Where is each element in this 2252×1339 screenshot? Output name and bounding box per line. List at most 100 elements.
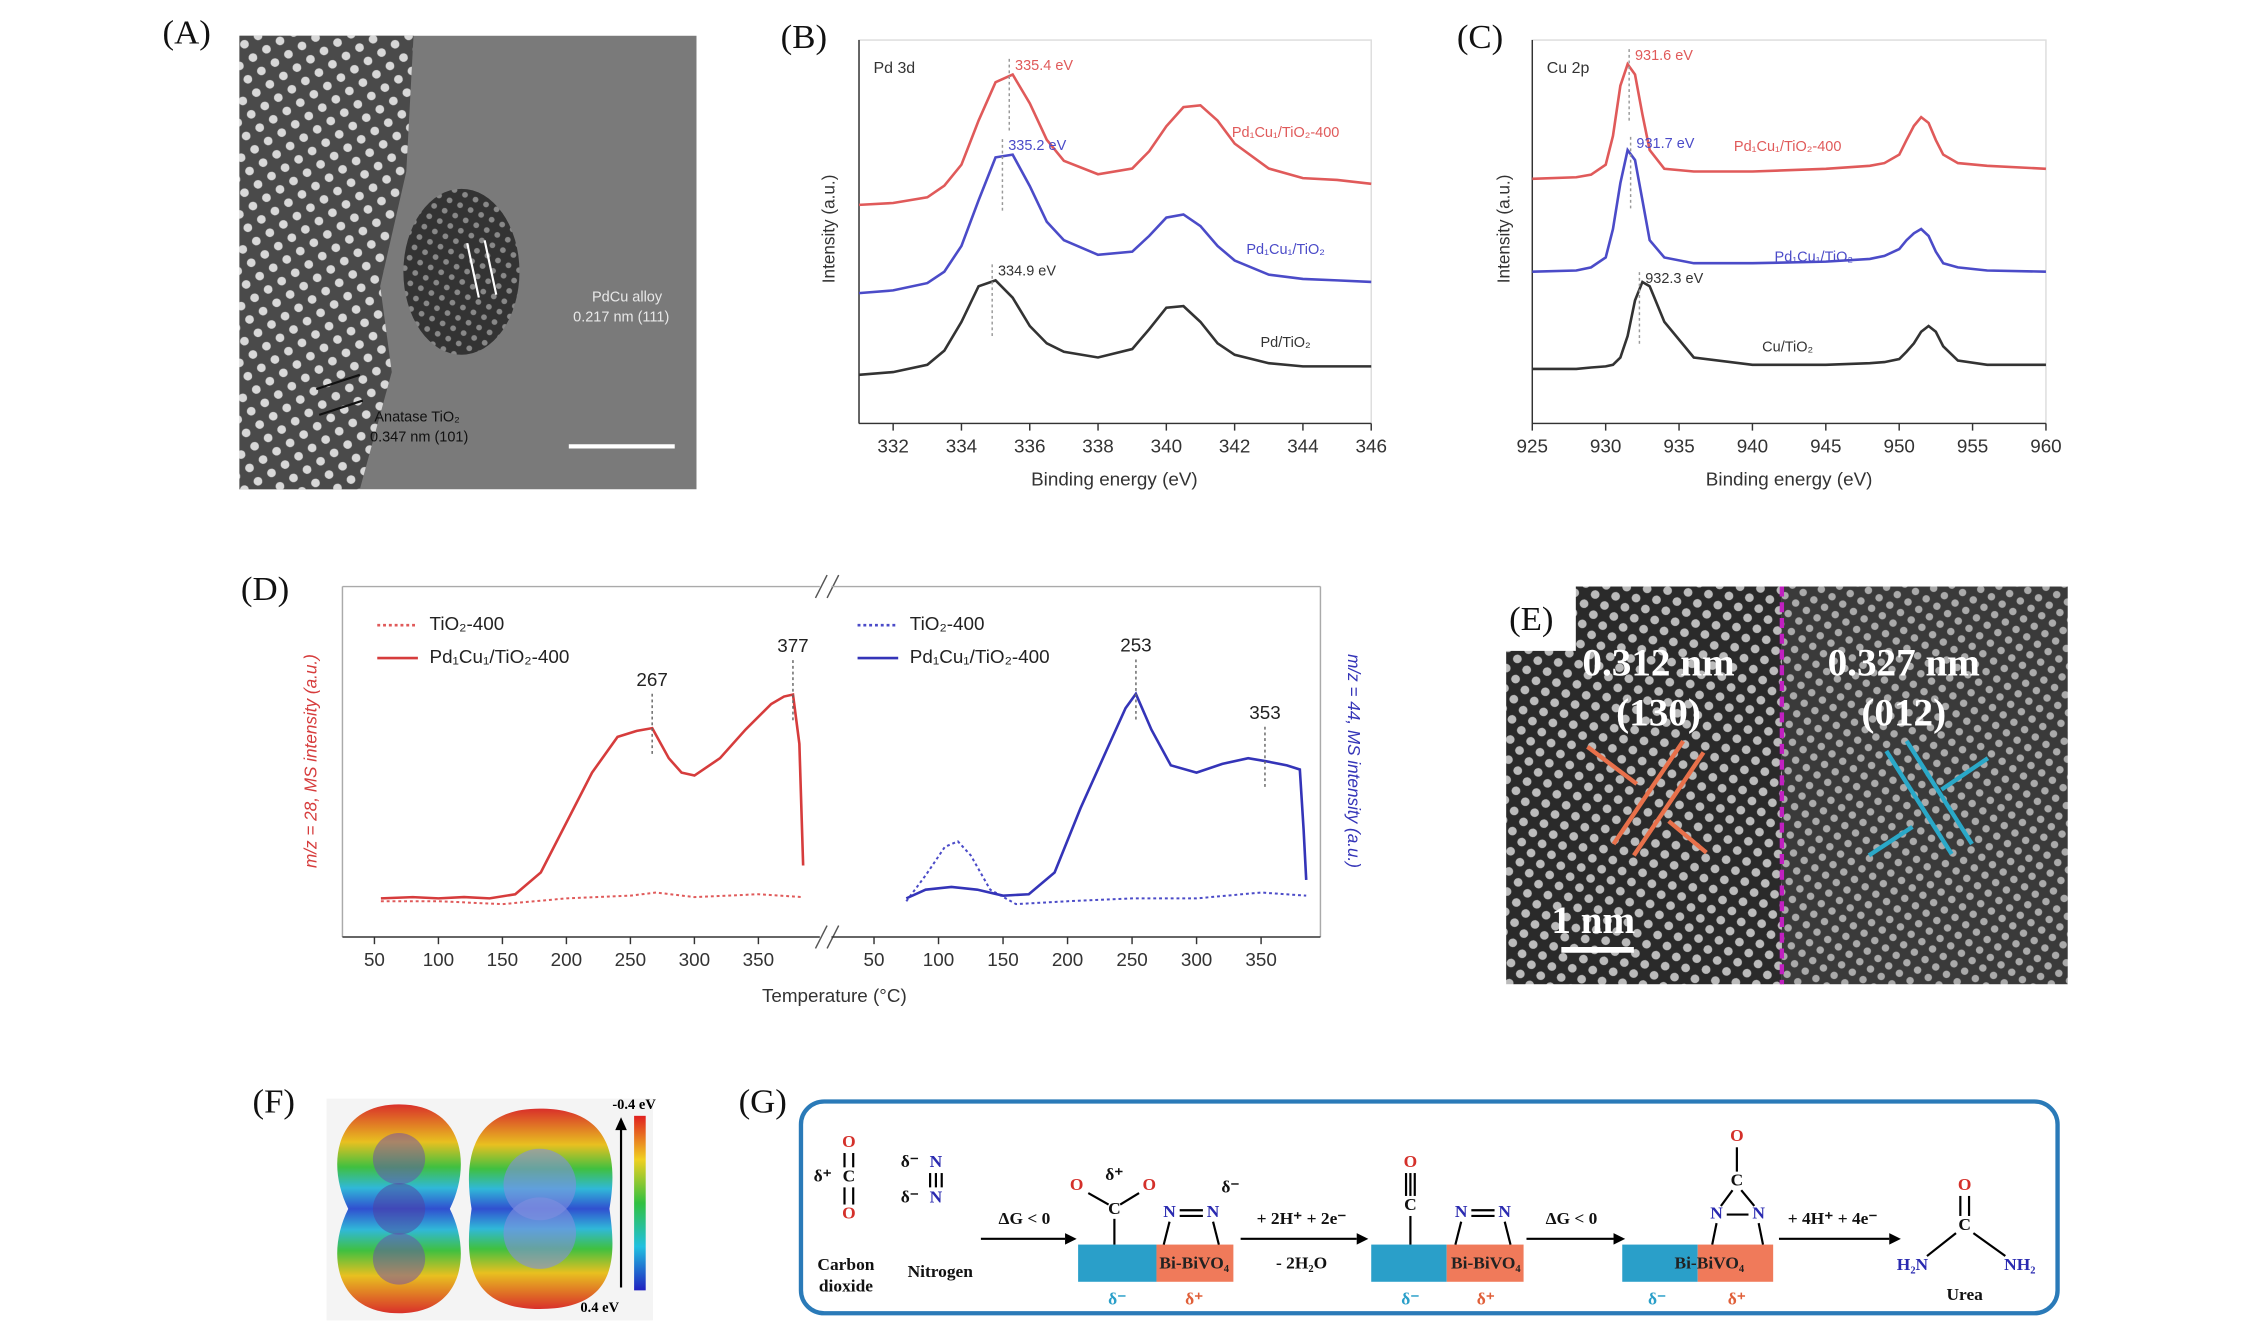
series-label: Pd₁Cu₁/TiO₂	[1246, 242, 1325, 258]
x-tick-label: 50	[364, 949, 385, 970]
scheme-text: δ⁻	[901, 1188, 919, 1207]
scheme-text: dioxide	[819, 1277, 873, 1296]
x-axis-label: Temperature (°C)	[762, 985, 907, 1006]
annotation: 0.347 nm (101)	[370, 430, 468, 446]
annotation: (012)	[1861, 692, 1946, 735]
scheme-g	[798, 1099, 2060, 1316]
annotation: (130)	[1616, 692, 1701, 735]
scheme-text: δ⁻	[1108, 1289, 1126, 1308]
y-axis-label: m/z = 44, MS intensity (a.u.)	[1344, 654, 1364, 868]
scheme-text: C	[1108, 1199, 1121, 1218]
scheme-text: N	[930, 1188, 943, 1207]
peak-label: 334.9 eV	[998, 263, 1056, 279]
scheme-text: O	[842, 1132, 856, 1151]
y-axis-label: Intensity (a.u.)	[1493, 175, 1513, 284]
data-line	[905, 691, 1308, 900]
x-tick-label: 344	[1287, 436, 1318, 457]
peak-label: 931.6 eV	[1635, 48, 1693, 64]
scheme-text: Bi-BiVO₄	[1159, 1254, 1229, 1273]
scheme-text: δ⁺	[1728, 1289, 1746, 1308]
panel-label: (D)	[241, 570, 289, 608]
axis-break	[814, 574, 840, 949]
scheme-text: ΔG < 0	[1546, 1209, 1598, 1228]
scheme-text: Bi-BiVO₄	[1451, 1254, 1521, 1273]
peak-label: 931.7 eV	[1636, 136, 1694, 152]
x-tick-label: 340	[1151, 436, 1182, 457]
x-axis-label: Binding energy (eV)	[1706, 469, 1873, 490]
peak-label: 335.2 eV	[1008, 138, 1066, 154]
x-tick-label: 940	[1737, 436, 1768, 457]
scheme-text: C	[1404, 1195, 1417, 1214]
panel-label: (B)	[781, 18, 827, 56]
scheme-text: O	[842, 1204, 856, 1223]
scheme-text: O	[1142, 1175, 1156, 1194]
colorbar-label: 0.4 eV	[580, 1300, 619, 1316]
scheme-text: H₂N	[1897, 1255, 1929, 1274]
annotation: 0.327 nm	[1828, 642, 1980, 685]
x-tick-label: 945	[1810, 436, 1841, 457]
scheme-text: δ⁻	[1221, 1178, 1239, 1197]
panel-label: (G)	[739, 1082, 787, 1120]
scheme-text: N	[1710, 1204, 1723, 1223]
scheme-text: N	[1207, 1202, 1220, 1221]
scheme-text: Carbon	[817, 1255, 874, 1274]
x-tick-label: 300	[1181, 949, 1212, 970]
series-label: Pd₁Cu₁/TiO₂	[1775, 249, 1854, 265]
scheme-text: O	[1958, 1175, 1972, 1194]
x-tick-label: 334	[946, 436, 977, 457]
legend-label: Pd₁Cu₁/TiO₂-400	[910, 646, 1050, 667]
data-line	[1532, 280, 2046, 371]
scheme-text: δ⁺	[1477, 1289, 1495, 1308]
x-tick-label: 250	[1116, 949, 1147, 970]
data-line	[1532, 146, 2046, 273]
scheme-text: + 4H⁺ + 4e⁻	[1788, 1209, 1878, 1228]
data-line	[380, 692, 805, 900]
x-tick-label: 342	[1219, 436, 1250, 457]
series-label: Pd₁Cu₁/TiO₂-400	[1232, 125, 1340, 141]
data-line	[1532, 61, 2047, 181]
series-label: Pd/TiO₂	[1261, 335, 1311, 351]
x-tick-label: 350	[743, 949, 774, 970]
legend-label: Pd₁Cu₁/TiO₂-400	[430, 646, 570, 667]
x-tick-label: 300	[679, 949, 710, 970]
x-tick-label: 150	[987, 949, 1018, 970]
peak-label: 353	[1249, 702, 1280, 723]
scheme-text: O	[1404, 1152, 1418, 1171]
x-tick-label: 250	[615, 949, 646, 970]
scheme-text: O	[1730, 1126, 1744, 1145]
peak-label: 377	[777, 635, 808, 656]
micrograph-e: (E) 0.312 nm (130) 0.327 nm (012) 1 nm	[1503, 583, 2068, 985]
peak-label: 253	[1120, 635, 1151, 656]
x-axis-label: Binding energy (eV)	[1031, 469, 1198, 490]
data-line	[380, 891, 804, 906]
scheme-text: + 2H⁺ + 2e⁻	[1257, 1209, 1347, 1228]
x-tick-label: 350	[1245, 949, 1276, 970]
scheme-text: Bi-BiVO₄	[1675, 1254, 1745, 1273]
scheme-text: ΔG < 0	[999, 1209, 1051, 1228]
scale-label: 1 nm	[1551, 899, 1635, 942]
x-tick-label: 200	[551, 949, 582, 970]
data-line	[858, 278, 1372, 377]
scheme-text: δ⁺	[1185, 1289, 1203, 1308]
scheme-text: C	[1958, 1215, 1971, 1234]
x-tick-label: 346	[1355, 436, 1386, 457]
y-axis-label: Intensity (a.u.)	[818, 175, 838, 284]
scheme-text: C	[1731, 1171, 1744, 1190]
series-label: Pd₁Cu₁/TiO₂-400	[1734, 139, 1842, 155]
scheme-text: O	[1070, 1175, 1084, 1194]
scheme-text: N	[930, 1152, 943, 1171]
data-line	[858, 72, 1372, 207]
x-tick-label: 332	[877, 436, 908, 457]
scheme-text: C	[843, 1166, 856, 1185]
x-tick-label: 935	[1663, 436, 1694, 457]
scheme-text: Urea	[1947, 1285, 1984, 1304]
x-tick-label: 200	[1052, 949, 1083, 970]
data-line	[858, 153, 1372, 295]
peak-label: 932.3 eV	[1645, 271, 1703, 287]
x-tick-label: 100	[423, 949, 454, 970]
annotation: PdCu alloy	[592, 289, 663, 305]
data-line	[905, 840, 1307, 906]
panel-label: (C)	[1457, 18, 1503, 56]
x-tick-label: 960	[2030, 436, 2061, 457]
y-axis-label: m/z = 28, MS intensity (a.u.)	[300, 654, 320, 868]
